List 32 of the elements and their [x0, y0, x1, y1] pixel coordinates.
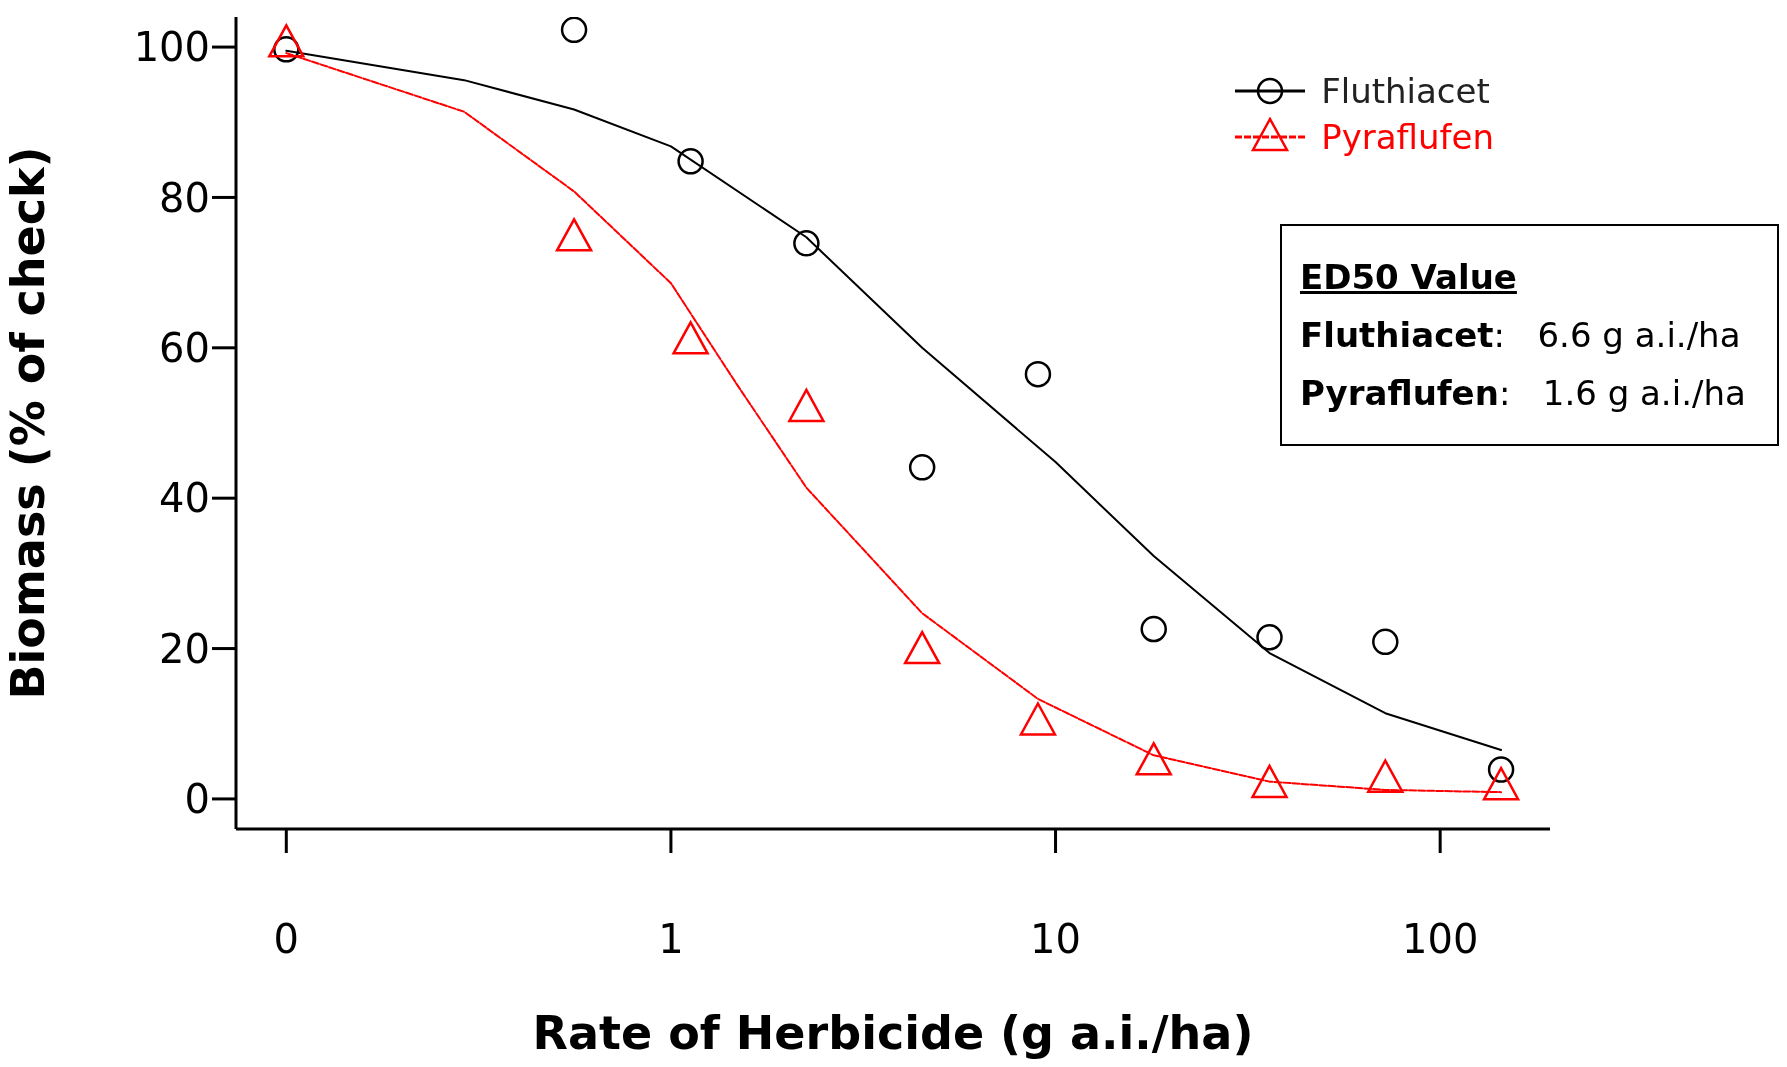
y-tick-label: 0: [184, 776, 210, 823]
y-tick-label: 40: [159, 475, 210, 522]
x-axis-title: Rate of Herbicide (g a.i./ha): [532, 1006, 1254, 1060]
x-tick-label: 100: [1401, 916, 1479, 963]
point: [672, 321, 709, 355]
point: [1251, 764, 1288, 799]
point: [793, 230, 820, 257]
point: [1135, 742, 1172, 776]
annotation: ED50 Value: [1300, 256, 1518, 299]
y-tick-label: 60: [159, 325, 210, 372]
annotation: Fluthiacet: 6.6 g a.i./ha: [1300, 314, 1742, 357]
x-tick-label: 1: [658, 916, 684, 963]
point: [1140, 615, 1167, 643]
y-axis-title: Biomass (% of check): [1, 146, 56, 700]
point: [560, 17, 588, 44]
y-tick-label: 20: [159, 625, 210, 672]
point: [788, 388, 825, 423]
y-tick-label: 100: [133, 24, 210, 71]
point: [903, 630, 941, 665]
x-tick-label: 10: [1030, 916, 1081, 963]
legend-label: Pyraflufen: [1321, 116, 1494, 159]
point: [1024, 360, 1052, 388]
point: [1019, 702, 1057, 736]
point: [908, 454, 936, 481]
annotation: Pyraflufen: 1.6 g a.i./ha: [1300, 372, 1747, 415]
legend-label: Fluthiacet: [1321, 70, 1490, 113]
y-tick-label: 80: [159, 174, 210, 221]
point: [1482, 766, 1520, 801]
point: [555, 218, 593, 252]
point: [677, 148, 704, 175]
x-tick-label: 0: [273, 916, 300, 963]
point: [1367, 759, 1404, 793]
